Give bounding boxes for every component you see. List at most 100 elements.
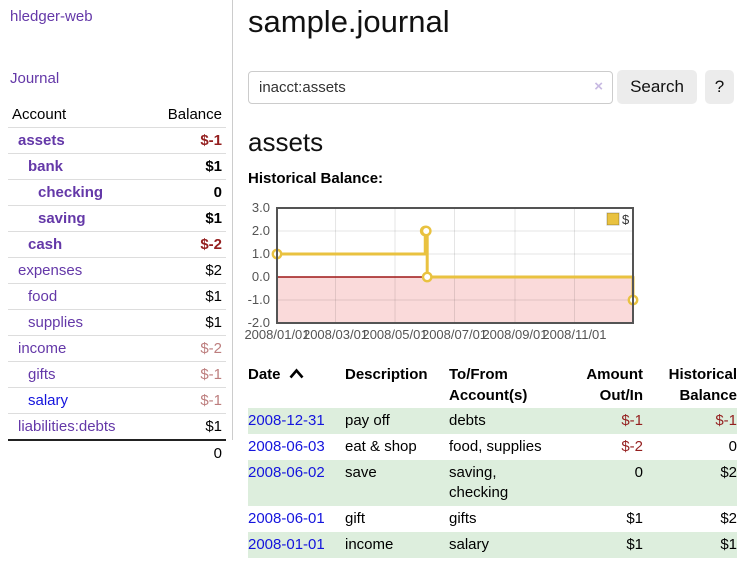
search-bar: × Search ? <box>248 70 742 104</box>
account-link-income[interactable]: income <box>18 340 67 357</box>
account-heading: assets <box>248 127 324 157</box>
account-link-supplies[interactable]: supplies <box>28 314 84 331</box>
account-row: cash $-2 <box>8 231 226 258</box>
accounts-header-row: Account Balance <box>8 102 226 128</box>
svg-text:0.0: 0.0 <box>252 269 270 284</box>
transaction-amount: $1 <box>626 510 643 527</box>
transaction-date-link[interactable]: 2008-06-02 <box>248 464 325 481</box>
account-link-salary[interactable]: salary <box>28 392 69 409</box>
transaction-description: eat & shop <box>345 438 417 455</box>
historical-balance-chart: 3.0 2.0 1.0 0.0 -1.0 -2.0 2008/01/01 2008/03/01… <box>240 196 742 346</box>
account-balance: $-1 <box>200 132 222 149</box>
transaction-amount: 0 <box>634 464 643 481</box>
svg-text:2008/09/01: 2008/09/01 <box>482 327 547 342</box>
transaction-accounts: salary <box>449 536 490 553</box>
account-link-food[interactable]: food <box>28 288 58 305</box>
register-row: 2008-06-02 save saving, checking 0 $2 <box>248 460 737 506</box>
transaction-amount: $-2 <box>621 438 643 455</box>
sidebar: hledger-web Journal Account Balance asse… <box>0 0 233 462</box>
chart-title: Historical Balance: <box>248 170 384 187</box>
svg-text:2008/01/01: 2008/01/01 <box>244 327 309 342</box>
column-header-date[interactable]: Date <box>248 362 345 408</box>
transaction-balance: $-1 <box>715 412 737 429</box>
app-title-link[interactable]: hledger-web <box>10 8 93 25</box>
register-header-row: Date Description To/From Account(s) Amou… <box>248 362 737 408</box>
account-balance: $1 <box>205 210 222 227</box>
svg-text:2008/07/01: 2008/07/01 <box>422 327 487 342</box>
accounts-header-account: Account <box>12 106 67 123</box>
account-link-saving[interactable]: saving <box>38 210 86 227</box>
transaction-date-link[interactable]: 2008-06-03 <box>248 438 325 455</box>
svg-text:$: $ <box>622 212 630 227</box>
account-link-gifts[interactable]: gifts <box>28 366 56 383</box>
svg-text:1.0: 1.0 <box>252 246 270 261</box>
svg-text:-1.0: -1.0 <box>248 292 270 307</box>
help-button[interactable]: ? <box>705 70 734 104</box>
column-header-amount: Amount Out/In <box>586 366 643 404</box>
transaction-date-link[interactable]: 2008-12-31 <box>248 412 325 429</box>
account-balance: 0 <box>213 184 222 201</box>
svg-text:2008/03/01: 2008/03/01 <box>303 327 368 342</box>
svg-text:2008/11/01: 2008/11/01 <box>542 327 606 342</box>
account-row: expenses $2 <box>8 257 226 284</box>
account-row: saving $1 <box>8 205 226 232</box>
transaction-accounts: gifts <box>449 510 477 527</box>
account-balance: $-2 <box>200 340 222 357</box>
account-row: bank $1 <box>8 153 226 180</box>
transaction-description: save <box>345 464 377 481</box>
accounts-total-balance: 0 <box>213 445 222 462</box>
account-link-bank[interactable]: bank <box>28 158 64 175</box>
svg-text:2.0: 2.0 <box>252 223 270 238</box>
transaction-description: pay off <box>345 412 390 429</box>
transaction-accounts: food, supplies <box>449 438 542 455</box>
register-table: Date Description To/From Account(s) Amou… <box>248 362 737 558</box>
register-row: 2008-01-01 income salary $1 $1 <box>248 532 737 558</box>
account-link-assets[interactable]: assets <box>18 132 65 149</box>
date-header-label: Date <box>248 366 281 383</box>
account-row: assets $-1 <box>8 127 226 154</box>
transaction-balance: $2 <box>720 510 737 527</box>
transaction-accounts: debts <box>449 412 486 429</box>
register-row: 2008-06-03 eat & shop food, supplies $-2… <box>248 434 737 460</box>
account-balance: $1 <box>205 418 222 435</box>
account-link-cash[interactable]: cash <box>28 236 63 253</box>
search-input[interactable] <box>248 71 613 104</box>
accounts-table: Account Balance assets $-1 bank $1 check… <box>8 102 226 466</box>
page-title: sample.journal <box>248 4 450 39</box>
account-link-expenses[interactable]: expenses <box>18 262 83 279</box>
account-balance: $-2 <box>200 236 222 253</box>
account-balance: $-1 <box>200 392 222 409</box>
account-link-checking[interactable]: checking <box>38 184 104 201</box>
transaction-description: income <box>345 536 394 553</box>
account-link-liabilities-debts[interactable]: liabilities:debts <box>18 418 116 435</box>
account-row: salary $-1 <box>8 387 226 414</box>
account-row: supplies $1 <box>8 309 226 336</box>
svg-text:-2.0: -2.0 <box>248 315 270 330</box>
transaction-balance: $1 <box>720 536 737 553</box>
register-row: 2008-12-31 pay off debts $-1 $-1 <box>248 408 737 434</box>
transaction-date-link[interactable]: 2008-06-01 <box>248 510 325 527</box>
column-header-description: Description <box>345 366 428 383</box>
clear-search-icon[interactable]: × <box>594 78 603 95</box>
accounts-header-balance: Balance <box>167 106 222 123</box>
account-row: liabilities:debts $1 <box>8 413 226 441</box>
transaction-balance: 0 <box>728 438 737 455</box>
sidebar-item-journal[interactable]: Journal <box>10 70 60 87</box>
account-balance: $1 <box>205 288 222 305</box>
transaction-accounts: saving, checking <box>449 464 509 501</box>
transaction-date-link[interactable]: 2008-01-01 <box>248 536 325 553</box>
account-row: food $1 <box>8 283 226 310</box>
account-balance: $1 <box>205 158 222 175</box>
transaction-balance: $2 <box>720 464 737 481</box>
account-balance: $2 <box>205 262 222 279</box>
account-balance: $1 <box>205 314 222 331</box>
search-button[interactable]: Search <box>617 70 697 104</box>
account-row: gifts $-1 <box>8 361 226 388</box>
column-header-balance: Historical Balance <box>668 366 737 404</box>
register-row: 2008-06-01 gift gifts $1 $2 <box>248 506 737 532</box>
transaction-amount: $1 <box>626 536 643 553</box>
column-header-accounts: To/From Account(s) <box>449 366 528 404</box>
account-row: income $-2 <box>8 335 226 362</box>
transaction-description: gift <box>345 510 366 527</box>
account-row: checking 0 <box>8 179 226 206</box>
